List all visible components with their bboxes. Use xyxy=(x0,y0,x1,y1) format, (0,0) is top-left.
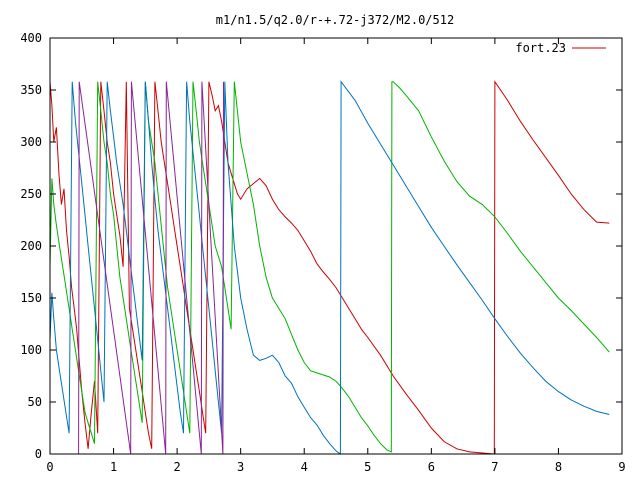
x-tick-label: 5 xyxy=(364,460,371,474)
x-tick-label: 9 xyxy=(618,460,625,474)
chart-title: m1/n1.5/q2.0/r-+.72-j372/M2.0/512 xyxy=(216,13,454,27)
series-line-2 xyxy=(49,81,610,453)
x-tick-label: 7 xyxy=(491,460,498,474)
series-line-3 xyxy=(49,80,610,455)
y-tick-label: 350 xyxy=(20,83,42,97)
x-tick-label: 2 xyxy=(173,460,180,474)
y-tick-label: 100 xyxy=(20,343,42,357)
y-tick-label: 300 xyxy=(20,135,42,149)
x-axis: 0 1 2 3 4 5 6 7 8 9 xyxy=(46,38,626,474)
y-tick-label: 150 xyxy=(20,291,42,305)
x-tick-label: 3 xyxy=(237,460,244,474)
legend-label: fort.23 xyxy=(515,41,566,55)
x-tick-label: 8 xyxy=(555,460,562,474)
y-tick-label: 400 xyxy=(20,31,42,45)
x-tick-label: 1 xyxy=(110,460,117,474)
y-axis: 0 50 100 150 200 250 300 350 400 xyxy=(20,31,622,461)
y-tick-label: 0 xyxy=(35,447,42,461)
y-tick-label: 50 xyxy=(28,395,42,409)
y-tick-label: 200 xyxy=(20,239,42,253)
plot-frame xyxy=(49,37,623,455)
x-tick-label: 0 xyxy=(46,460,53,474)
series-layer xyxy=(49,80,610,455)
series-line-1 xyxy=(49,80,610,455)
y-tick-label: 250 xyxy=(20,187,42,201)
x-tick-label: 6 xyxy=(428,460,435,474)
legend: fort.23 xyxy=(515,41,606,55)
x-tick-label: 4 xyxy=(301,460,308,474)
series-line-4 xyxy=(78,81,224,455)
